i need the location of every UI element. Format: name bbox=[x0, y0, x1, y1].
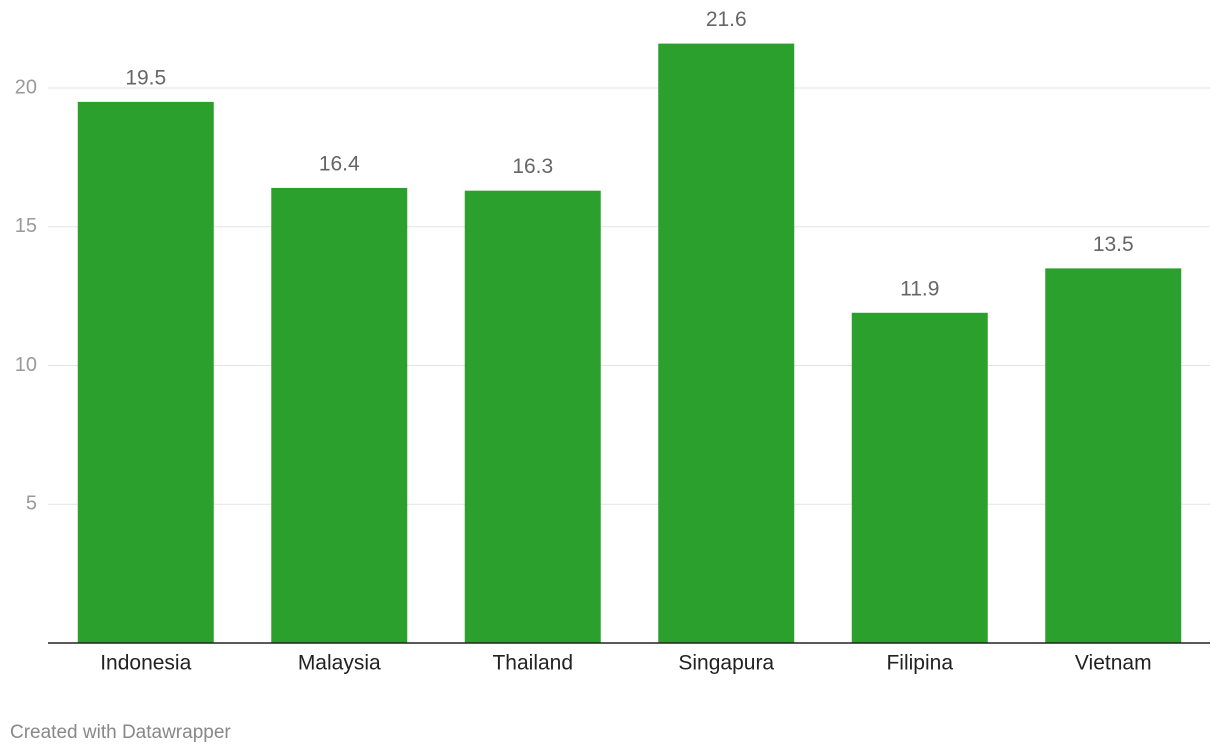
bar bbox=[1045, 268, 1182, 643]
bar bbox=[851, 312, 988, 643]
bar bbox=[271, 187, 408, 643]
y-tick-label: 20 bbox=[15, 76, 37, 98]
x-tick-label: Malaysia bbox=[298, 652, 381, 675]
y-tick-label: 10 bbox=[15, 354, 37, 376]
x-tick-label: Singapura bbox=[678, 652, 774, 675]
bar bbox=[658, 43, 795, 644]
bar bbox=[77, 101, 214, 643]
x-tick-label: Vietnam bbox=[1075, 652, 1152, 675]
footer: Created with Datawrapper bbox=[10, 722, 231, 743]
value-label: 19.5 bbox=[125, 66, 166, 89]
value-label: 21.6 bbox=[706, 8, 747, 31]
value-label: 16.4 bbox=[319, 152, 360, 175]
x-tick-label: Thailand bbox=[492, 652, 573, 675]
value-label: 13.5 bbox=[1093, 233, 1134, 256]
x-tick-label: Filipina bbox=[886, 652, 953, 675]
y-tick-label: 5 bbox=[26, 493, 37, 515]
value-label: 16.3 bbox=[512, 155, 553, 178]
y-tick-label: 15 bbox=[15, 215, 37, 237]
bar bbox=[464, 190, 601, 644]
x-tick-label: Indonesia bbox=[100, 652, 191, 675]
value-label: 11.9 bbox=[900, 277, 939, 300]
